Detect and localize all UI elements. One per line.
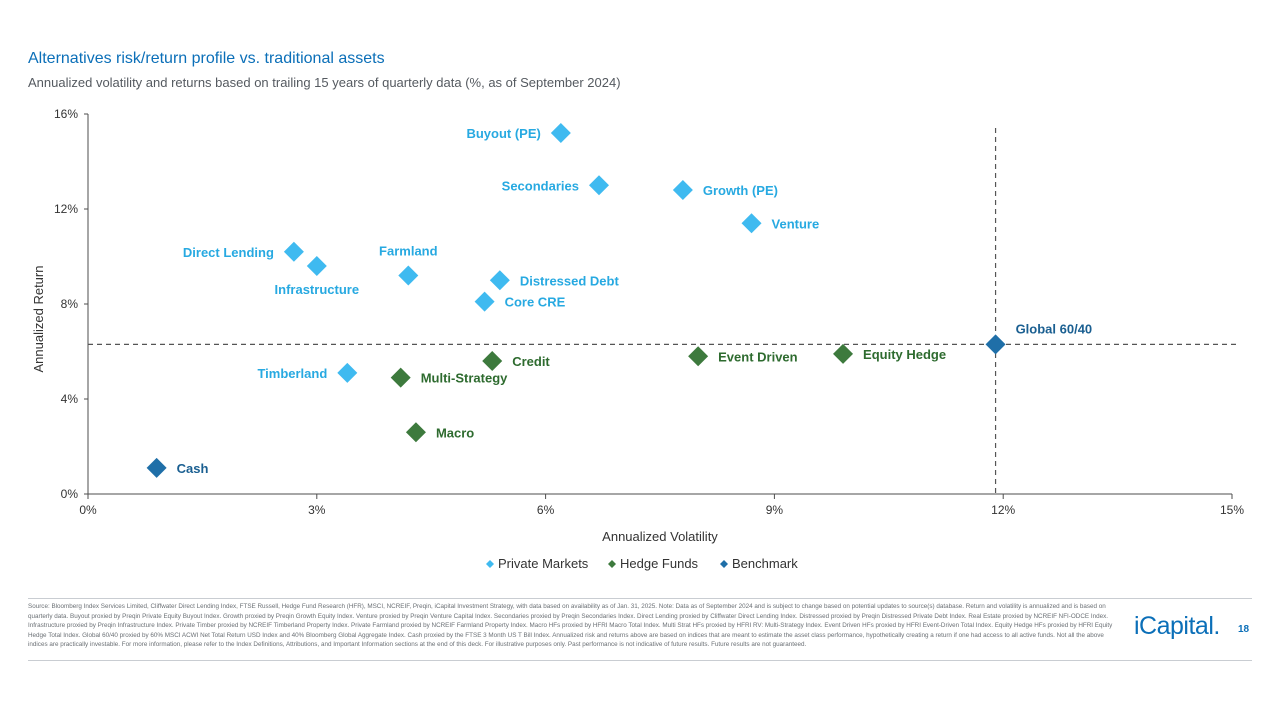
data-label: Credit xyxy=(512,354,550,369)
data-label: Macro xyxy=(436,425,474,440)
scatter-chart: 0% 4% 8% 12% 16% 0% 3% 6% 9% 12% 15% Annualized Vol… xyxy=(31,107,1244,571)
data-label: Cash xyxy=(177,461,209,476)
data-label: Timberland xyxy=(257,366,327,381)
y-tick-label: 0% xyxy=(61,487,79,501)
data-point-global-60-40 xyxy=(985,334,1006,355)
data-point-credit xyxy=(482,351,503,371)
y-tick-label: 16% xyxy=(54,107,78,121)
data-label: Growth (PE) xyxy=(703,183,778,198)
data-point-farmland xyxy=(398,265,419,286)
footer-divider-bottom xyxy=(28,660,1252,661)
data-label: Infrastructure xyxy=(275,282,360,297)
legend-item: Hedge Funds xyxy=(620,556,699,571)
data-label: Secondaries xyxy=(502,178,579,193)
data-point-distressed-debt xyxy=(489,270,510,291)
y-tick-label: 12% xyxy=(54,202,78,216)
data-point-macro xyxy=(405,422,426,443)
legend-marker xyxy=(720,560,728,568)
data-point-event-driven xyxy=(688,346,709,367)
x-tick-label: 0% xyxy=(79,503,97,517)
data-point-multi-strategy xyxy=(390,367,411,388)
data-label: Farmland xyxy=(379,244,438,259)
data-point-secondaries xyxy=(588,175,609,196)
data-point-venture xyxy=(741,213,762,234)
legend-item: Benchmark xyxy=(732,556,798,571)
data-label: Buyout (PE) xyxy=(466,126,540,141)
x-tick-label: 12% xyxy=(991,503,1015,517)
x-tick-label: 15% xyxy=(1220,503,1244,517)
footer-divider-top xyxy=(28,598,1252,599)
chart-title: Alternatives risk/return profile vs. tra… xyxy=(28,50,385,67)
y-axis-title: Annualized Return xyxy=(31,266,46,373)
data-point-equity-hedge xyxy=(833,343,854,364)
y-tick-label: 8% xyxy=(61,297,79,311)
data-label: Event Driven xyxy=(718,349,798,364)
x-tick-label: 9% xyxy=(766,503,784,517)
page-number: 18 xyxy=(1238,624,1250,635)
data-point-direct-lending xyxy=(283,241,304,262)
legend-item: Private Markets xyxy=(498,556,589,571)
data-label: Direct Lending xyxy=(183,245,274,260)
data-label: Core CRE xyxy=(505,295,566,310)
x-tick-label: 6% xyxy=(537,503,555,517)
source-footnote: Source: Bloomberg Index Services Limited… xyxy=(28,603,1113,649)
data-point-core-cre xyxy=(474,291,495,312)
data-point-timberland xyxy=(337,362,358,383)
data-label: Global 60/40 xyxy=(1016,321,1093,336)
data-point-infrastructure xyxy=(306,256,327,276)
legend-marker xyxy=(486,560,494,568)
legend-marker xyxy=(608,560,616,568)
x-tick-label: 3% xyxy=(308,503,326,517)
icapital-logo: iCapital. xyxy=(1134,612,1220,640)
data-label: Multi-Strategy xyxy=(421,371,508,386)
x-axis-title: Annualized Volatility xyxy=(602,529,718,544)
chart-subtitle: Annualized volatility and returns based … xyxy=(28,75,621,90)
data-label: Equity Hedge xyxy=(863,347,946,362)
y-tick-label: 4% xyxy=(61,392,79,406)
data-label: Venture xyxy=(772,216,820,231)
data-point-cash xyxy=(146,457,167,478)
data-point-buyout-pe- xyxy=(550,123,571,143)
data-point-growth-pe- xyxy=(672,180,693,200)
data-label: Distressed Debt xyxy=(520,273,620,288)
